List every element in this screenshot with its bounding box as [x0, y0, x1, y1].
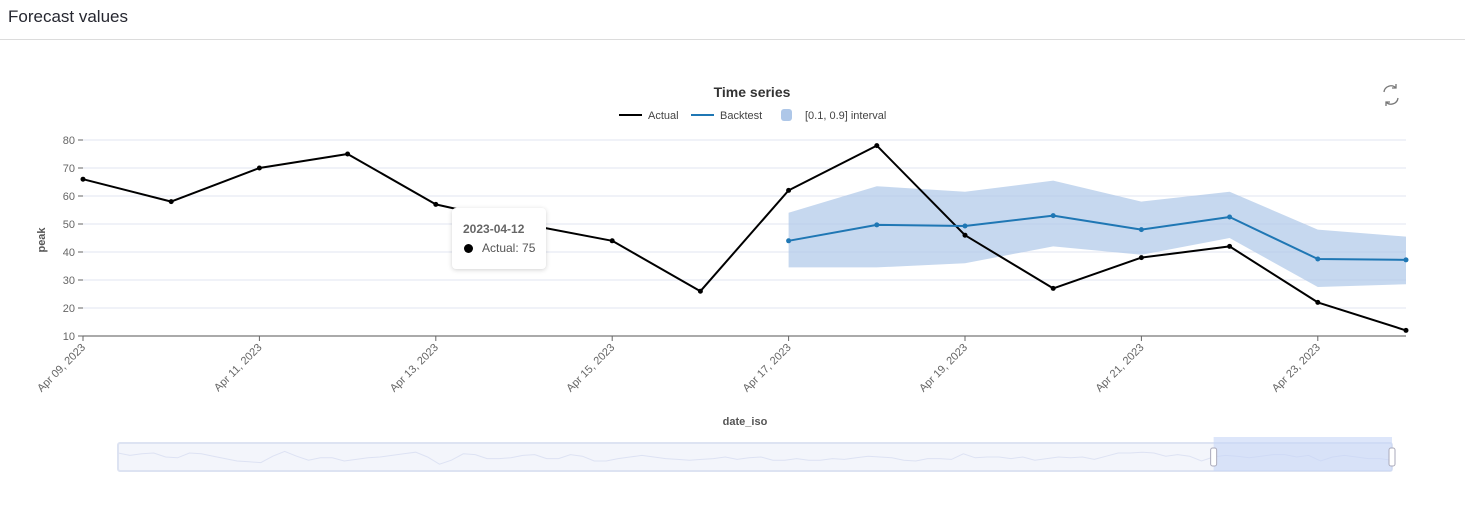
y-tick-label: 20 [63, 303, 75, 315]
range-slider-selection[interactable] [1213, 437, 1392, 471]
tooltip-date: 2023-04-12 [463, 222, 525, 236]
actual-point[interactable] [1138, 255, 1144, 261]
actual-point[interactable] [433, 201, 439, 207]
actual-point[interactable] [168, 199, 174, 205]
actual-point[interactable] [697, 288, 703, 294]
tooltip-marker [464, 244, 473, 253]
y-axis-title: peak [36, 227, 48, 253]
backtest-point[interactable] [874, 222, 880, 228]
backtest-point[interactable] [1138, 227, 1144, 233]
actual-point[interactable] [786, 187, 792, 193]
x-tick-label: Apr 15, 2023 [564, 342, 617, 395]
interval-band [788, 180, 1406, 287]
reset-axes-icon[interactable] [1383, 84, 1399, 106]
hover-tooltip: 2023-04-12 Actual: 75 [452, 208, 546, 269]
actual-point[interactable] [874, 143, 880, 149]
actual-point[interactable] [962, 232, 968, 238]
actual-point[interactable] [1050, 285, 1056, 291]
x-tick-label: Apr 13, 2023 [388, 342, 441, 395]
legend-actual-label[interactable]: Actual [648, 110, 679, 122]
backtest-line [788, 214, 1407, 261]
x-axis-title: date_iso [723, 416, 768, 428]
y-tick-label: 30 [63, 275, 75, 287]
page-title: Forecast values [8, 7, 128, 26]
actual-point[interactable] [80, 176, 86, 182]
y-tick-label: 50 [63, 219, 75, 231]
backtest-point[interactable] [962, 223, 968, 229]
backtest-point[interactable] [1403, 257, 1409, 263]
backtest-point[interactable] [786, 238, 792, 244]
legend-interval-swatch [781, 109, 792, 121]
y-tick-label: 60 [63, 191, 75, 203]
chart-title: Time series [714, 84, 791, 100]
x-tick-label: Apr 11, 2023 [212, 342, 264, 394]
backtest-point[interactable] [1315, 256, 1321, 262]
backtest-point[interactable] [1227, 214, 1233, 220]
actual-point[interactable] [1315, 299, 1321, 305]
legend-interval-label[interactable]: [0.1, 0.9] interval [805, 110, 886, 122]
range-slider-overview-line [117, 450, 1393, 465]
range-slider-left-handle[interactable] [1210, 447, 1218, 467]
x-tick-label: Apr 17, 2023 [741, 342, 794, 395]
x-tick-label: Apr 23, 2023 [1270, 342, 1323, 395]
x-tick-label: Apr 09, 2023 [35, 342, 88, 395]
backtest-point[interactable] [1050, 213, 1056, 219]
page-header: Forecast values [0, 0, 1465, 40]
tooltip-value: Actual: 75 [482, 241, 536, 255]
y-tick-label: 10 [63, 331, 75, 343]
actual-point[interactable] [1403, 327, 1409, 333]
legend-backtest-label[interactable]: Backtest [720, 110, 762, 122]
actual-point[interactable] [1227, 243, 1233, 249]
y-tick-label: 40 [63, 247, 75, 259]
x-tick-label: Apr 19, 2023 [917, 342, 970, 395]
actual-line [82, 144, 1407, 332]
x-tick-label: Apr 21, 2023 [1093, 342, 1146, 395]
actual-point[interactable] [345, 151, 351, 157]
actual-point[interactable] [609, 238, 615, 244]
range-slider-right-handle[interactable] [1388, 447, 1396, 467]
actual-point[interactable] [256, 165, 262, 171]
y-tick-label: 80 [63, 135, 75, 147]
y-tick-label: 70 [63, 163, 75, 175]
